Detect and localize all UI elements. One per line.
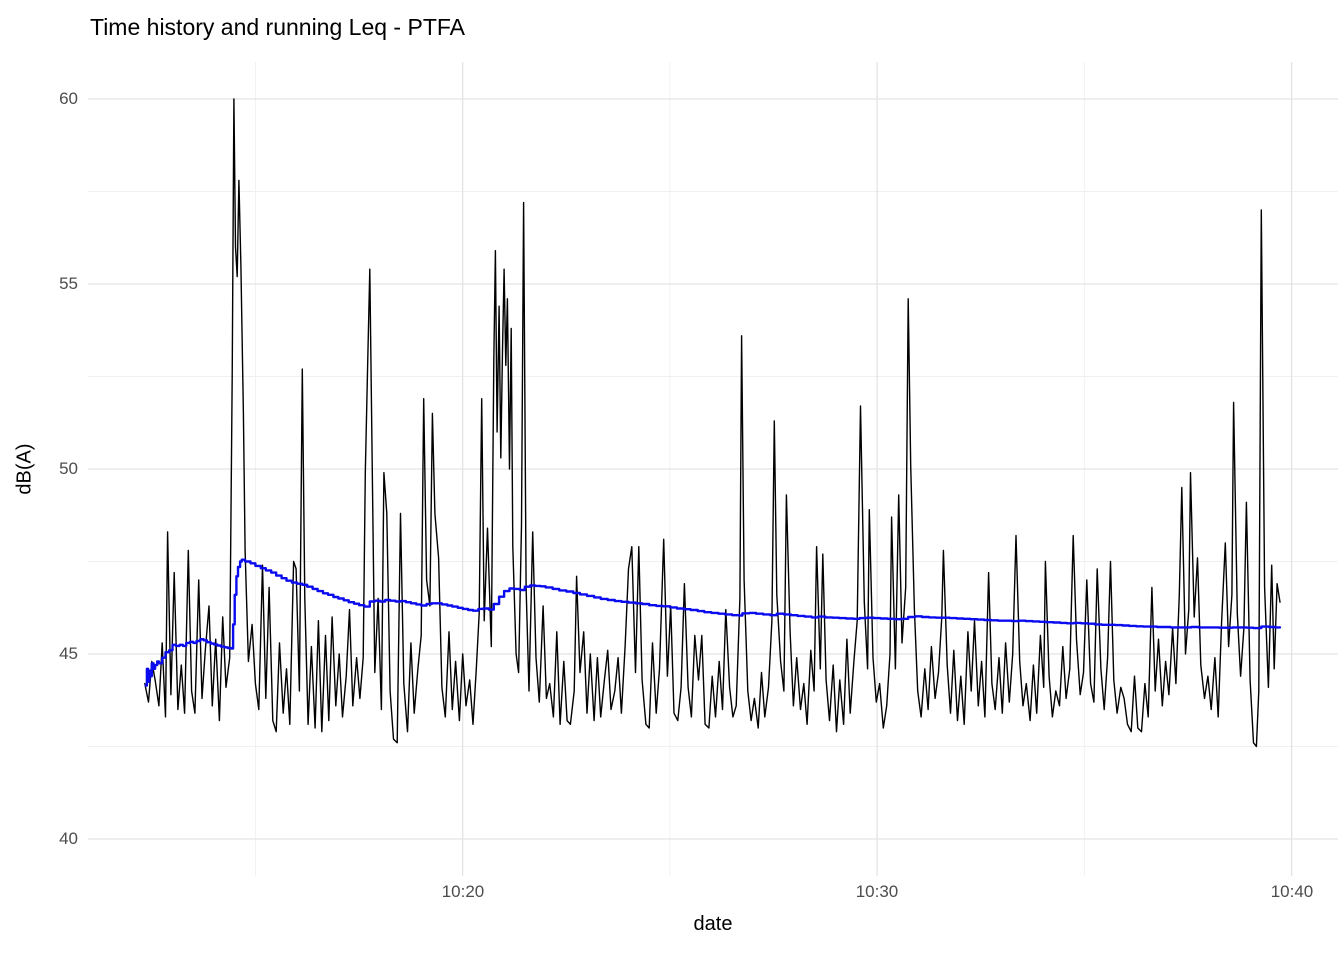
time-history-series-line (144, 98, 1281, 748)
y-tick-label-50: 50 (59, 459, 78, 478)
running-leq-series-line (144, 558, 1282, 687)
x-tick-label-1030: 10:30 (855, 882, 899, 901)
chart-title: Time history and running Leq - PTFA (90, 14, 465, 40)
x-tick-label-1020: 10:20 (441, 882, 485, 901)
x-axis-title: date (693, 913, 733, 935)
y-tick-label-45: 45 (59, 644, 78, 663)
y-tick-label-40: 40 (59, 829, 78, 848)
x-tick-label-1040: 10:40 (1270, 882, 1314, 901)
y-tick-label-55: 55 (59, 274, 78, 293)
y-tick-label-60: 60 (59, 89, 78, 108)
